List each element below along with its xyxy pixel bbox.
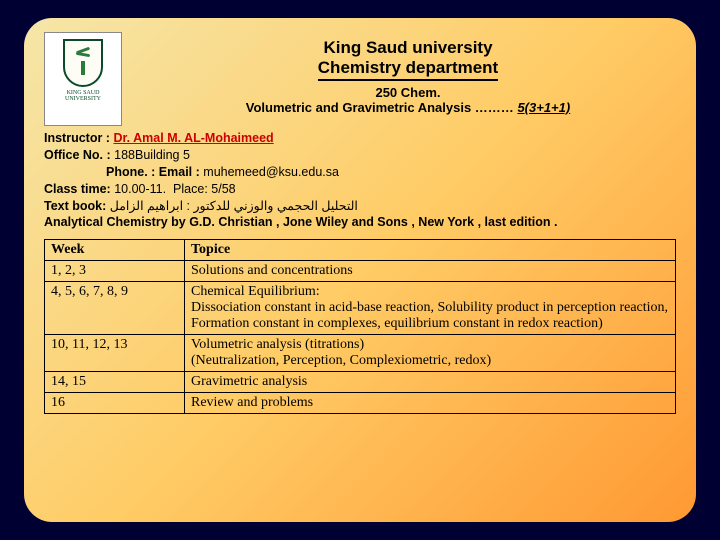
topic-cell: Review and problems [185, 393, 676, 414]
classtime-value: 10.00-11. [114, 182, 166, 196]
phone-label: Phone. : [106, 165, 155, 179]
col-topic-header: Topice [185, 240, 676, 261]
instructor-label: Instructor : [44, 131, 110, 145]
topic-cell: Volumetric analysis (titrations)(Neutral… [185, 335, 676, 372]
office-line: Office No. : 188Building 5 [44, 147, 676, 164]
email-value: muhemeed@ksu.edu.sa [203, 165, 339, 179]
title-block: King Saud university Chemistry departmen… [140, 32, 676, 115]
contact-line: Phone. : Email : muhemeed@ksu.edu.sa [44, 164, 676, 181]
palm-icon [74, 47, 92, 75]
topic-cell: Solutions and concentrations [185, 261, 676, 282]
topic-cell: Chemical Equilibrium:Dissociation consta… [185, 282, 676, 335]
table-header-row: Week Topice [45, 240, 676, 261]
office-label: Office No. : [44, 148, 111, 162]
slide-card: KING SAUDUNIVERSITY King Saud university… [24, 18, 696, 522]
week-cell: 16 [45, 393, 185, 414]
course-title-text: Volumetric and Gravimetric Analysis ……… [246, 100, 514, 115]
week-cell: 10, 11, 12, 13 [45, 335, 185, 372]
table-row: 1, 2, 3 Solutions and concentrations [45, 261, 676, 282]
university-logo: KING SAUDUNIVERSITY [44, 32, 122, 126]
topic-cell: Gravimetric analysis [185, 372, 676, 393]
textbook-english: Analytical Chemistry by G.D. Christian ,… [44, 214, 676, 231]
textbook-arabic: التحليل الحجمي والوزني للدكتور : ابراهيم… [110, 199, 358, 213]
week-cell: 4, 5, 6, 7, 8, 9 [45, 282, 185, 335]
course-title-line: Volumetric and Gravimetric Analysis ……… … [140, 100, 676, 115]
header-row: KING SAUDUNIVERSITY King Saud university… [44, 32, 676, 126]
office-value: 188Building 5 [114, 148, 190, 162]
info-block: Instructor : Dr. Amal M. AL-Mohaimeed Of… [44, 130, 676, 231]
classtime-line: Class time: 10.00-11. Place: 5/58 [44, 181, 676, 198]
table-row: 16 Review and problems [45, 393, 676, 414]
col-week-header: Week [45, 240, 185, 261]
university-name: King Saud university [140, 38, 676, 58]
department-name: Chemistry department [318, 58, 498, 81]
table-row: 4, 5, 6, 7, 8, 9 Chemical Equilibrium:Di… [45, 282, 676, 335]
course-credit: 5(3+1+1) [517, 100, 570, 115]
week-cell: 1, 2, 3 [45, 261, 185, 282]
email-label: Email : [159, 165, 200, 179]
textbook-en-text: Analytical Chemistry by G.D. Christian ,… [44, 215, 557, 229]
table-row: 10, 11, 12, 13 Volumetric analysis (titr… [45, 335, 676, 372]
instructor-line: Instructor : Dr. Amal M. AL-Mohaimeed [44, 130, 676, 147]
place-label: Place: [173, 182, 208, 196]
textbook-label: Text book: [44, 199, 106, 213]
table-row: 14, 15 Gravimetric analysis [45, 372, 676, 393]
week-cell: 14, 15 [45, 372, 185, 393]
place-value: 5/58 [211, 182, 235, 196]
logo-caption: KING SAUDUNIVERSITY [65, 90, 101, 102]
textbook-line: Text book: التحليل الحجمي والوزني للدكتو… [44, 198, 676, 215]
course-code: 250 Chem. [140, 85, 676, 100]
logo-shield [63, 39, 103, 87]
instructor-name: Dr. Amal M. AL-Mohaimeed [113, 131, 273, 145]
syllabus-table: Week Topice 1, 2, 3 Solutions and concen… [44, 239, 676, 414]
classtime-label: Class time: [44, 182, 111, 196]
